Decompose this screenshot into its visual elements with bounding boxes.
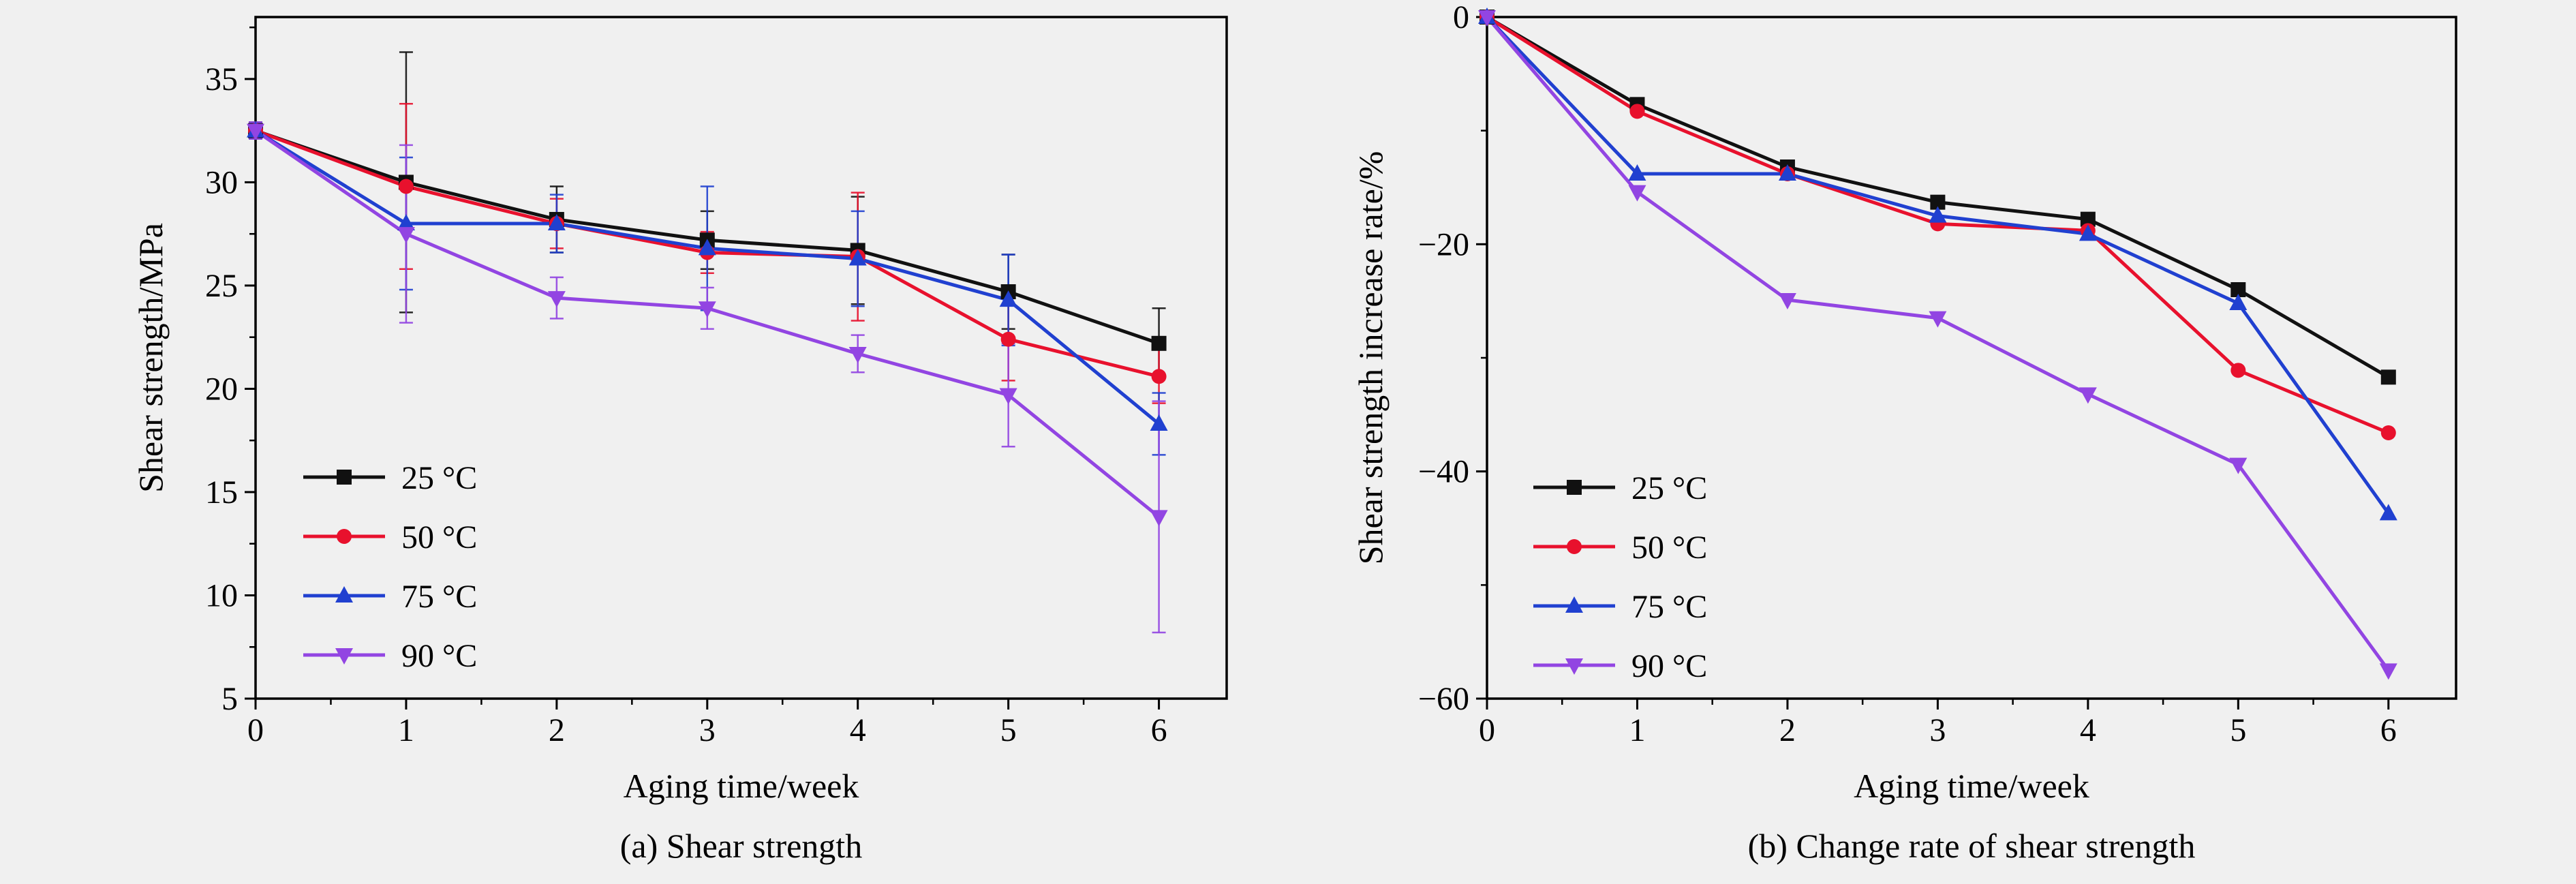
marker-triangle-down — [2079, 387, 2097, 404]
x-axis-tick-label: 4 — [850, 712, 866, 748]
x-axis-tick-label: 0 — [1479, 712, 1495, 748]
marker-square — [337, 470, 352, 485]
x-axis-tick-label: 6 — [2380, 712, 2397, 748]
marker-circle — [2230, 363, 2246, 378]
y-axis-tick-label: −60 — [1418, 681, 1469, 717]
marker-triangle-down — [1150, 510, 1168, 527]
marker-triangle-up — [848, 249, 867, 266]
marker-triangle-up — [1565, 596, 1583, 613]
marker-triangle-down — [999, 388, 1017, 405]
y-axis-tick-label: 30 — [205, 164, 238, 200]
plot-frame — [1486, 16, 2457, 700]
x-axis-tick-label: 4 — [2080, 712, 2096, 748]
y-axis-tick-label: 25 — [205, 268, 238, 304]
marker-square — [2080, 211, 2096, 227]
x-axis-tick-label: 0 — [247, 712, 264, 748]
x-axis-tick-label: 3 — [699, 712, 716, 748]
marker-triangle-down — [2379, 663, 2397, 680]
x-axis-tick-label: 2 — [1779, 712, 1796, 748]
legend-label: 90 °C — [1631, 648, 1707, 684]
figure-a: 0 1 2 3 4 5 6 5 10 15 20 25 30 35 Aging time/week Shear… — [132, 16, 1228, 865]
y-axis-tick-label: 10 — [205, 577, 238, 613]
legend-label: 90 °C — [401, 638, 477, 674]
marker-circle — [1629, 104, 1645, 119]
marker-triangle-up — [2379, 504, 2397, 521]
y-axis-tick-label: 0 — [1453, 0, 1469, 35]
y-axis-title: Shear strength/MPa — [132, 223, 170, 493]
marker-triangle-down — [247, 123, 264, 140]
marker-triangle-down — [848, 346, 867, 363]
caption-a: (a) Shear strength — [619, 827, 863, 865]
legend-label: 25 °C — [1631, 470, 1707, 506]
x-axis-tick-label: 1 — [1629, 712, 1645, 748]
marker-triangle-down — [1565, 658, 1583, 675]
marker-triangle-down — [698, 301, 716, 318]
figure-b: 0 1 2 3 4 5 6 −60 −40 −20 0 Aging time/week Shear st… — [1288, 0, 2576, 884]
marker-square — [2380, 369, 2396, 385]
y-axis-tick-label: −20 — [1418, 226, 1469, 262]
marker-square — [2230, 282, 2246, 297]
x-axis-tick-label: 6 — [1151, 712, 1167, 748]
marker-triangle-down — [397, 227, 415, 244]
marker-circle — [398, 179, 414, 194]
marker-square — [1930, 194, 1946, 210]
x-axis-tick-label: 5 — [2230, 712, 2246, 748]
marker-square — [1151, 335, 1167, 351]
marker-triangle-up — [547, 214, 566, 231]
x-axis-title: Aging time/week — [624, 767, 859, 805]
legend-label: 75 °C — [401, 579, 477, 615]
chart-a: 0 1 2 3 4 5 6 5 10 15 20 25 30 35 Aging time/week Shear… — [132, 16, 1228, 805]
chart-b: 0 1 2 3 4 5 6 −60 −40 −20 0 Aging time/week Shear st… — [1351, 0, 2457, 805]
y-axis-tick-label: −40 — [1418, 454, 1469, 490]
marker-triangle-up — [999, 290, 1017, 307]
marker-triangle-up — [397, 214, 415, 231]
x-axis-tick-label: 2 — [549, 712, 565, 748]
legend-label: 50 °C — [1631, 530, 1707, 566]
x-axis-tick-label: 5 — [1000, 712, 1017, 748]
x-axis-tick-label: 3 — [1929, 712, 1946, 748]
x-axis-tick-label: 1 — [398, 712, 414, 748]
series-line — [1486, 16, 2390, 515]
marker-triangle-down — [547, 291, 566, 308]
legend-label: 50 °C — [401, 519, 477, 555]
y-axis-tick-label: 20 — [205, 371, 238, 407]
marker-circle — [337, 529, 352, 544]
marker-triangle-up — [1150, 414, 1168, 431]
series-line — [1486, 16, 2390, 671]
marker-triangle-up — [698, 239, 716, 256]
y-axis-title: Shear strength increase rate/% — [1351, 151, 1390, 565]
marker-circle — [2380, 425, 2396, 440]
marker-triangle-down — [1478, 10, 1496, 27]
y-axis-tick-label: 15 — [205, 474, 238, 510]
marker-triangle-up — [2229, 294, 2248, 310]
marker-triangle-down — [1628, 185, 1646, 202]
marker-triangle-up — [1628, 164, 1646, 181]
marker-circle — [1567, 539, 1582, 554]
y-axis-tick-label: 35 — [205, 61, 238, 97]
marker-triangle-down — [2229, 457, 2248, 474]
marker-circle — [1000, 331, 1016, 347]
marker-triangle-up — [2079, 224, 2097, 241]
marker-triangle-up — [335, 586, 353, 603]
legend-label: 75 °C — [1631, 589, 1707, 625]
marker-triangle-down — [1778, 293, 1796, 309]
marker-triangle-down — [335, 648, 353, 665]
caption-b: (b) Change rate of shear strength — [1747, 827, 2196, 865]
y-axis-tick-label: 5 — [221, 681, 238, 717]
marker-triangle-up — [1778, 164, 1796, 181]
marker-triangle-up — [1929, 206, 1947, 223]
marker-square — [1567, 480, 1582, 495]
marker-circle — [1151, 369, 1167, 384]
x-axis-title: Aging time/week — [1854, 767, 2089, 805]
plot-frame — [254, 16, 1228, 700]
legend-label: 25 °C — [401, 460, 477, 496]
marker-triangle-down — [1929, 311, 1947, 328]
